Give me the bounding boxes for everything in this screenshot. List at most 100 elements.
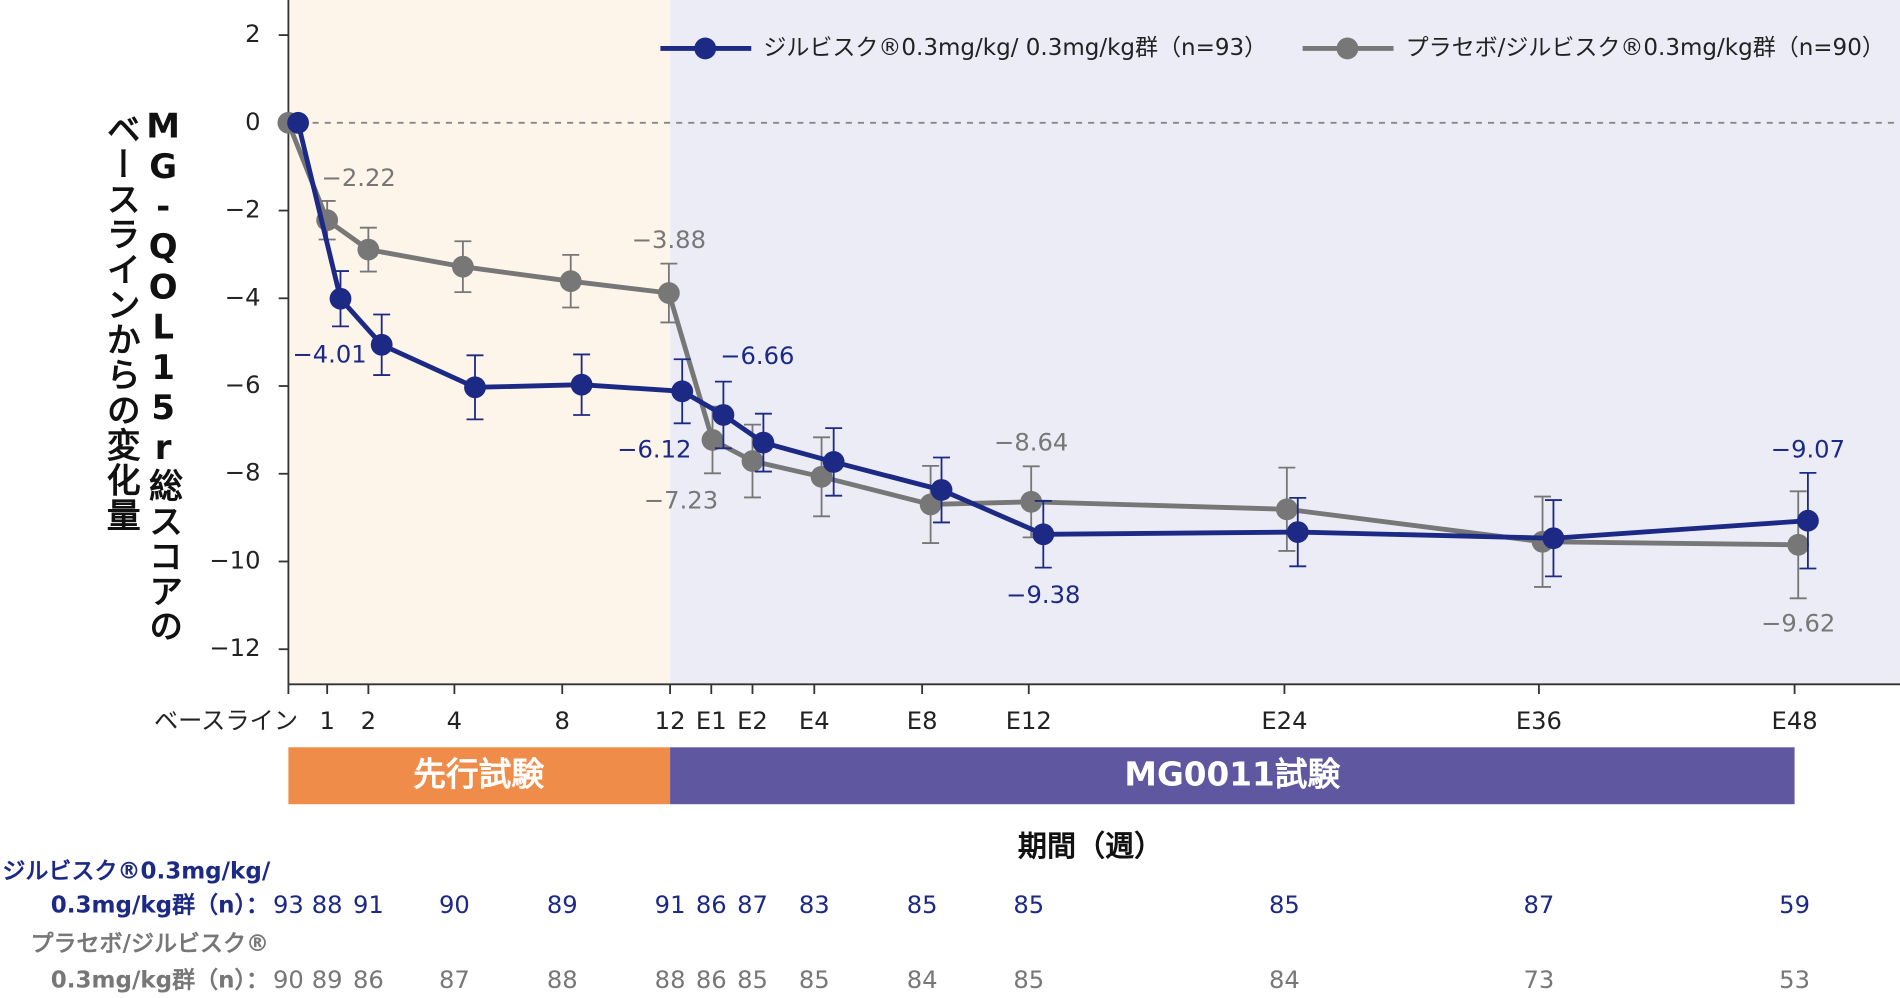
- count: 85: [737, 966, 768, 994]
- count: 87: [737, 891, 768, 919]
- legend-label: プラセボ/ジルビスク®0.3mg/kg群（n=90）: [1406, 35, 1885, 61]
- data-point: [1787, 533, 1810, 556]
- x-tick-label: 1: [319, 707, 334, 735]
- x-tick-label: E24: [1261, 707, 1307, 735]
- x-tick-label: E8: [907, 707, 938, 735]
- phase-bar: [288, 747, 671, 805]
- row-label: 0.3mg/kg群（n）：: [51, 891, 269, 918]
- count: 87: [1523, 891, 1554, 919]
- count: 90: [273, 966, 304, 994]
- legend-marker: [694, 37, 717, 60]
- value-label: −9.07: [1771, 435, 1845, 463]
- x-tick-label: E1: [696, 707, 727, 735]
- data-point: [752, 431, 775, 454]
- y-tick-label: −10: [209, 546, 260, 574]
- count: 89: [547, 891, 578, 919]
- x-tick-label: 4: [447, 707, 462, 735]
- data-point: [451, 255, 474, 278]
- count: 84: [907, 966, 938, 994]
- x-tick-label: E36: [1516, 707, 1562, 735]
- phase-label: MG0011試験: [1124, 755, 1340, 793]
- x-tick-label: E48: [1772, 707, 1818, 735]
- count: 85: [1269, 891, 1300, 919]
- data-point: [810, 465, 833, 488]
- count: 87: [439, 966, 470, 994]
- row-label: 0.3mg/kg群（n）：: [51, 967, 269, 994]
- data-point: [1275, 498, 1298, 521]
- count: 85: [799, 966, 830, 994]
- data-point: [741, 450, 764, 472]
- legend-label: ジルビスク®0.3mg/kg/ 0.3mg/kg群（n=93）: [763, 35, 1267, 61]
- data-point: [1542, 527, 1565, 550]
- count: 93: [273, 891, 304, 919]
- count: 89: [312, 966, 343, 994]
- row-label: プラセボ/ジルビスク®: [31, 931, 269, 957]
- x-axis-title: 期間（週）: [1018, 829, 1163, 863]
- series-line: [295, 122, 1809, 541]
- count: 86: [353, 966, 384, 994]
- data-point: [657, 282, 680, 304]
- value-label: −2.22: [322, 164, 396, 192]
- count: 91: [353, 891, 384, 919]
- x-tick-label: E4: [799, 707, 830, 735]
- y-tick-label: −8: [225, 459, 261, 487]
- y-tick-label: 2: [245, 20, 260, 48]
- data-point: [570, 373, 593, 396]
- count: 91: [655, 891, 686, 919]
- data-point: [1020, 490, 1043, 513]
- data-point: [822, 451, 845, 473]
- data-point: [287, 111, 309, 134]
- x-tick-label: 8: [555, 707, 570, 735]
- value-label: −4.01: [292, 341, 366, 369]
- data-point: [464, 376, 486, 399]
- value-label: −3.88: [632, 226, 706, 254]
- y-tick-label: −2: [225, 196, 261, 224]
- x-tick-label: 12: [655, 707, 686, 735]
- y-tick-label: −6: [225, 371, 261, 399]
- count: 53: [1779, 966, 1810, 994]
- phase-shade: [670, 0, 1900, 685]
- data-point: [370, 333, 393, 356]
- data-point: [930, 479, 953, 501]
- y-tick-label: 0: [245, 108, 260, 136]
- x-tick-label: E2: [737, 707, 768, 735]
- data-point: [357, 238, 380, 261]
- y-axis-title: MG-QOL15r総スコアの: [144, 107, 183, 644]
- data-point: [1797, 509, 1819, 532]
- y-tick-label: −4: [225, 283, 261, 311]
- legend-marker: [1336, 37, 1359, 60]
- value-label: −9.38: [1006, 581, 1080, 609]
- y-axis-title: ベースラインからの変化量: [101, 111, 140, 532]
- count: 85: [907, 891, 938, 919]
- value-label: −6.12: [617, 436, 691, 464]
- count: 59: [1779, 891, 1810, 919]
- count: 84: [1269, 966, 1300, 994]
- x-tick-label: ベースライン: [154, 707, 298, 735]
- value-label: −7.23: [644, 487, 718, 515]
- count: 85: [1013, 891, 1044, 919]
- data-point: [701, 429, 724, 451]
- row-label: ジルビスク®0.3mg/kg/: [2, 859, 270, 885]
- count: 88: [312, 891, 343, 919]
- count: 86: [696, 891, 727, 919]
- phase-label: 先行試験: [413, 755, 544, 793]
- value-label: −8.64: [994, 429, 1068, 457]
- data-point: [1286, 521, 1309, 543]
- data-point: [1032, 523, 1055, 546]
- series-line: [286, 121, 1799, 548]
- value-label: −6.66: [720, 342, 794, 370]
- phase-shade: [288, 0, 671, 685]
- count: 88: [655, 966, 686, 994]
- data-point: [329, 287, 352, 310]
- count: 90: [439, 891, 470, 919]
- x-tick-label: E12: [1006, 707, 1052, 735]
- data-point: [712, 404, 735, 426]
- y-tick-label: −12: [209, 634, 260, 662]
- count: 86: [696, 966, 727, 994]
- data-point: [559, 270, 582, 293]
- count: 85: [1013, 966, 1044, 994]
- x-tick-label: 2: [361, 707, 376, 735]
- count: 88: [547, 966, 578, 994]
- phase-bar: [670, 747, 1795, 805]
